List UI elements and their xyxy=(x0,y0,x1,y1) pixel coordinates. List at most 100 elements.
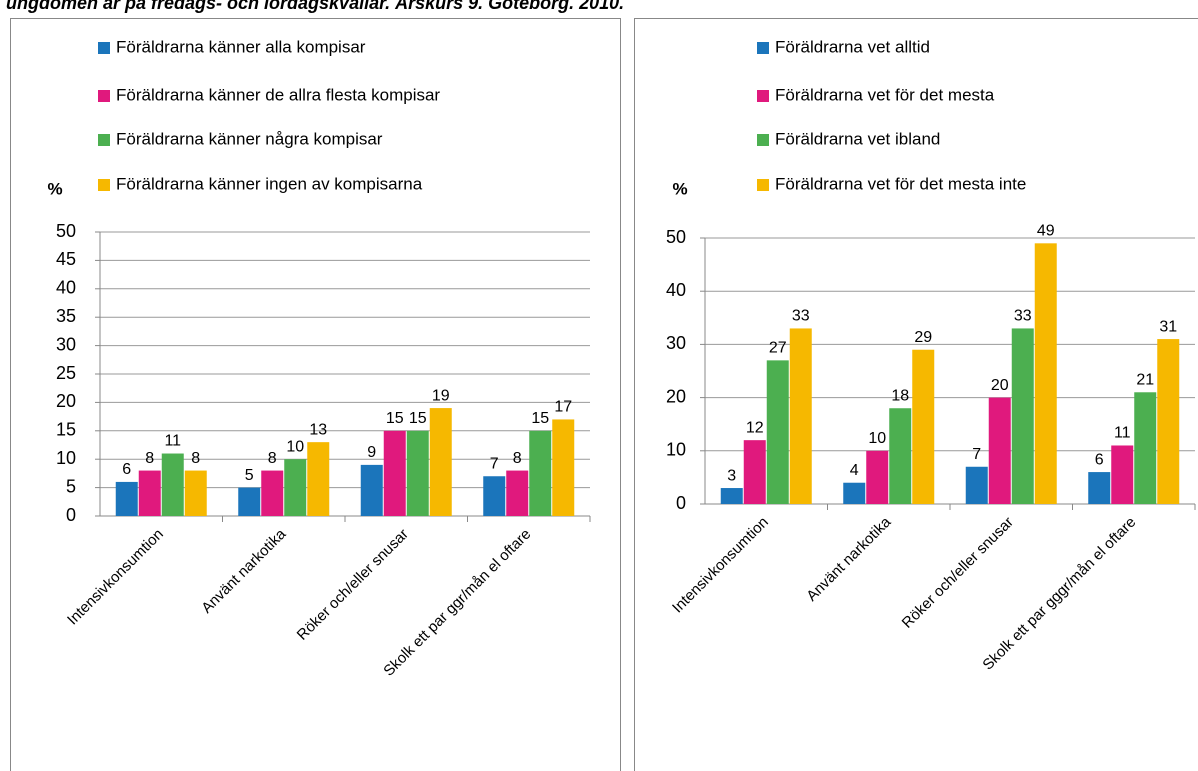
y-tick-label: 0 xyxy=(66,505,76,525)
y-tick-label: 5 xyxy=(66,476,76,496)
value-label: 7 xyxy=(972,446,981,463)
y-tick-label: 35 xyxy=(56,306,76,326)
value-label: 8 xyxy=(513,450,522,467)
bar xyxy=(138,470,161,516)
value-label: 6 xyxy=(122,461,131,478)
page-title: ungdomen är på fredags- och lördagskväll… xyxy=(6,0,624,13)
legend-label: Föräldrarna känner några kompisar xyxy=(116,129,383,148)
value-label: 10 xyxy=(868,430,886,447)
x-tick-label: Använt narkotika xyxy=(803,513,894,604)
value-label: 12 xyxy=(746,419,764,436)
bar xyxy=(184,470,207,516)
y-tick-label: 20 xyxy=(56,391,76,411)
legend-swatch xyxy=(757,90,769,102)
y-tick-label: 20 xyxy=(666,386,686,406)
value-label: 29 xyxy=(914,329,932,346)
bar xyxy=(965,466,988,504)
y-tick-label: 10 xyxy=(56,448,76,468)
value-label: 21 xyxy=(1136,371,1154,388)
bar xyxy=(161,453,184,516)
bar xyxy=(261,470,284,516)
bar xyxy=(720,488,743,504)
legend-label: Föräldrarna känner alla kompisar xyxy=(116,37,366,56)
value-label: 20 xyxy=(991,377,1009,394)
value-label: 11 xyxy=(1114,425,1131,442)
value-label: 15 xyxy=(409,410,427,427)
y-tick-label: 40 xyxy=(56,278,76,298)
y-tick-label: 45 xyxy=(56,249,76,269)
legend-swatch xyxy=(757,42,769,54)
legend-label: Föräldrarna känner de allra flesta kompi… xyxy=(116,85,440,104)
legend-label: Föräldrarna vet för det mesta inte xyxy=(775,174,1026,193)
bar xyxy=(1157,339,1180,504)
bar xyxy=(766,360,789,504)
bar xyxy=(552,419,575,516)
y-tick-label: 25 xyxy=(56,363,76,383)
value-label: 9 xyxy=(367,444,376,461)
value-label: 15 xyxy=(531,410,549,427)
bar xyxy=(360,464,383,516)
bar xyxy=(1088,472,1111,504)
bar xyxy=(406,430,429,516)
bar xyxy=(1011,328,1034,504)
y-axis-label: % xyxy=(47,179,62,198)
x-tick-label: Röker och/eller snusar xyxy=(294,526,412,644)
bar xyxy=(889,408,912,504)
y-tick-label: 10 xyxy=(666,440,686,460)
y-tick-label: 40 xyxy=(666,280,686,300)
panel-frame xyxy=(10,18,621,771)
legend-label: Föräldrarna vet alltid xyxy=(775,37,930,56)
y-axis-label: % xyxy=(672,179,687,198)
y-tick-label: 15 xyxy=(56,420,76,440)
value-label: 3 xyxy=(727,467,736,484)
value-label: 33 xyxy=(1014,308,1032,325)
bar xyxy=(529,430,552,516)
value-label: 8 xyxy=(191,450,200,467)
x-tick-label: Skolk ett par ggr/mån el oftare xyxy=(380,526,534,680)
value-label: 18 xyxy=(891,387,909,404)
y-tick-label: 0 xyxy=(676,493,686,513)
value-label: 13 xyxy=(309,421,327,438)
y-tick-label: 50 xyxy=(56,221,76,241)
value-label: 49 xyxy=(1037,223,1055,240)
bar xyxy=(383,430,406,516)
value-label: 17 xyxy=(554,399,572,416)
x-tick-label: Intensivkonsumtion xyxy=(669,514,772,617)
value-label: 6 xyxy=(1095,451,1104,468)
bar xyxy=(429,408,452,516)
bar xyxy=(1034,243,1057,504)
y-tick-label: 30 xyxy=(56,334,76,354)
bar xyxy=(866,450,889,504)
bar xyxy=(1111,445,1134,504)
panel-frame xyxy=(634,18,1198,771)
value-label: 7 xyxy=(490,455,499,472)
bar xyxy=(238,487,261,516)
value-label: 27 xyxy=(769,340,787,357)
bar xyxy=(789,328,812,504)
bar xyxy=(307,442,330,516)
legend-label: Föräldrarna vet ibland xyxy=(775,129,940,148)
value-label: 15 xyxy=(386,410,404,427)
value-label: 8 xyxy=(145,450,154,467)
bar xyxy=(843,482,866,504)
value-label: 4 xyxy=(850,462,859,479)
x-tick-label: Röker och/eller snusar xyxy=(899,514,1017,632)
value-label: 8 xyxy=(268,450,277,467)
y-tick-label: 30 xyxy=(666,333,686,353)
bar xyxy=(115,481,138,516)
legend-swatch xyxy=(98,42,110,54)
x-tick-label: Använt narkotika xyxy=(198,525,289,616)
x-tick-label: Intensivkonsumtion xyxy=(64,526,167,629)
y-tick-label: 50 xyxy=(666,227,686,247)
value-label: 5 xyxy=(245,467,254,484)
bar xyxy=(912,349,935,504)
value-label: 11 xyxy=(164,433,181,450)
value-label: 19 xyxy=(432,387,450,404)
bar xyxy=(743,440,766,504)
value-label: 31 xyxy=(1159,318,1177,335)
bar xyxy=(284,459,307,516)
legend-swatch xyxy=(757,134,769,146)
bar xyxy=(506,470,529,516)
value-label: 10 xyxy=(286,438,304,455)
